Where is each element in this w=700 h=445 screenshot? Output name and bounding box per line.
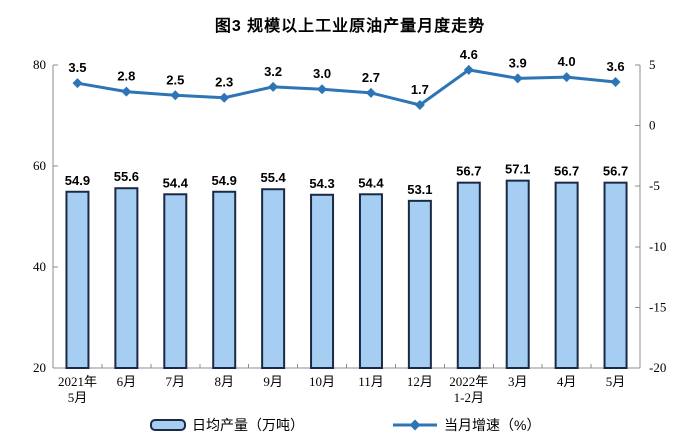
bar-value-label: 55.6 [114,169,139,184]
y-axis-tick-label: 80 [33,57,46,72]
line-value-label: 2.8 [117,69,135,84]
x-axis-label: 4月 [557,374,577,389]
bar [163,193,188,369]
y2-axis-tick-label: -15 [649,299,666,314]
x-axis-label: 11月 [358,374,384,389]
bar-value-label: 56.7 [554,164,579,179]
bar-value-label: 54.9 [65,173,90,188]
line-value-label: 4.0 [558,54,576,69]
y2-axis-tick-label: 5 [649,57,656,72]
bar [310,193,335,369]
line-marker [170,90,181,101]
line-marker [219,92,230,103]
bar-value-label: 56.7 [603,164,628,179]
line-marker [121,86,132,97]
x-axis-label: 3月 [508,374,528,389]
y-axis-tick-label: 60 [33,158,46,173]
line-series [77,68,616,107]
line-value-label: 3.6 [607,59,625,74]
line-value-label: 4.6 [460,47,478,62]
line-value-label: 1.7 [411,82,429,97]
line-marker [317,84,328,95]
x-axis-label: 9月 [263,374,283,389]
line-marker [414,99,425,110]
bar [261,188,286,369]
bar [505,179,530,369]
bar [358,193,383,369]
line-value-label: 2.7 [362,70,380,85]
legend-label-line: 当月增速（%） [444,417,541,433]
chart-title: 图3 规模以上工业原油产量月度走势 [214,18,486,35]
bar-value-label: 54.3 [309,176,334,191]
legend-item-line: 当月增速（%） [392,414,540,436]
legend-label-bar: 日均产量（万吨） [192,417,304,433]
bar-value-label: 57.1 [505,162,530,177]
x-axis-label: 12月 [407,374,433,389]
bar [407,199,432,369]
line-marker [463,64,474,75]
bar-value-label: 54.9 [212,173,237,188]
bar-value-label: 56.7 [456,164,481,179]
line-series-swatch-icon [393,419,437,431]
line-marker [512,73,523,84]
y-axis-tick-label: 20 [33,360,46,375]
y2-axis-tick-label: -10 [649,239,666,254]
bar-value-label: 54.4 [358,175,384,190]
line-value-label: 2.3 [215,75,233,90]
x-axis-label: 10月 [309,374,335,389]
line-marker [561,72,572,83]
bar [114,187,139,369]
y-axis-tick-label: 40 [33,259,46,274]
line-marker [268,81,279,92]
x-axis-label: 2022年 [449,374,488,389]
line-value-label: 3.5 [68,60,86,75]
bar [65,190,90,369]
y2-axis-tick-label: -5 [649,178,660,193]
legend: 日均产量（万吨） 当月增速（%） [0,414,700,442]
x-axis-label: 6月 [117,374,137,389]
line-value-label: 3.9 [509,55,527,70]
line-marker [72,78,83,89]
x-axis-label: 5月 [606,374,626,389]
line-value-label: 3.0 [313,66,331,81]
bar [603,181,628,369]
bar-value-label: 53.1 [407,182,432,197]
line-marker [610,76,621,87]
bar-value-label: 55.4 [260,170,286,185]
bar [554,181,579,369]
y2-axis-tick-label: 0 [649,118,656,133]
line-value-label: 3.2 [264,64,282,79]
bar-series-swatch-icon [150,419,186,431]
x-axis-label: 8月 [214,374,234,389]
x-axis-label: 2021年 [58,374,97,389]
x-axis-label: 7月 [166,374,186,389]
x-axis-label: 5月 [68,390,88,405]
y2-axis-tick-label: -20 [649,360,666,375]
x-axis-label: 1-2月 [454,390,484,405]
legend-item-bar: 日均产量（万吨） [150,414,304,436]
bar [456,181,481,369]
bar [212,190,237,369]
line-marker [365,87,376,98]
bar-value-label: 54.4 [163,175,189,190]
line-value-label: 2.5 [166,72,184,87]
